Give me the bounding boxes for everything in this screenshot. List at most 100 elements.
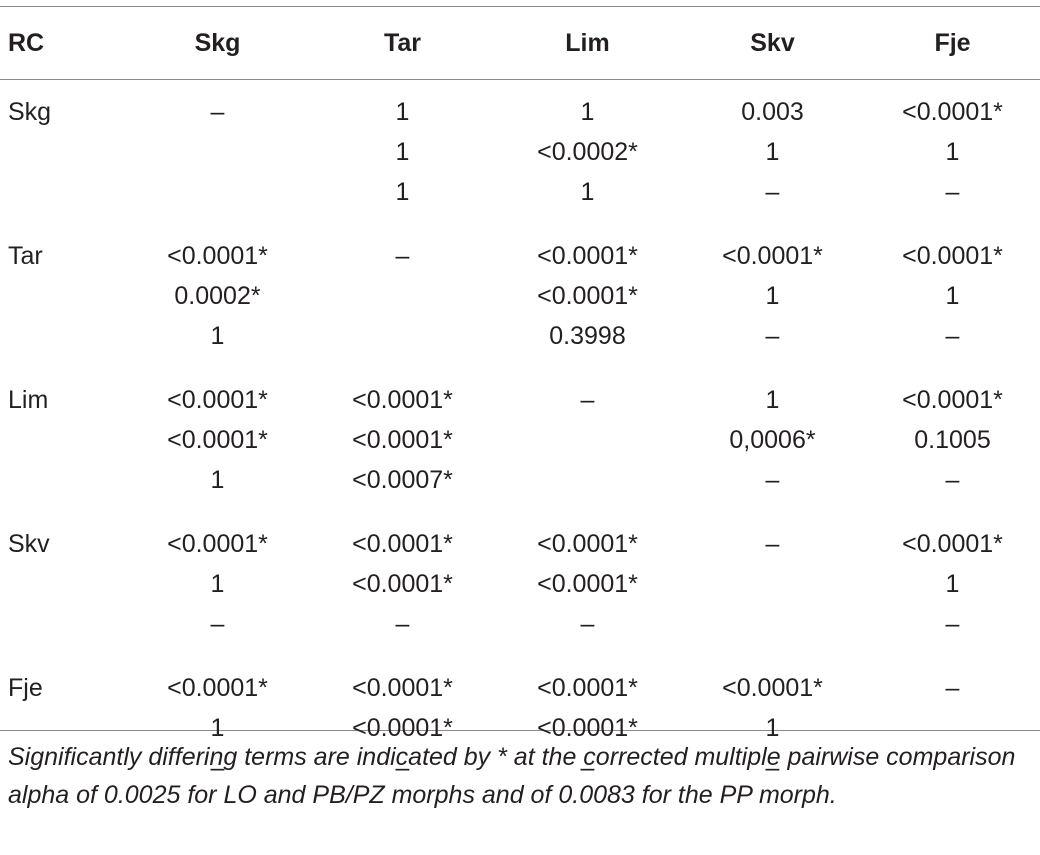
cell-value: <0.0001* [537,570,638,598]
table-cell: – [495,368,680,512]
cell-value: 1 [580,178,595,206]
cell-value: – [945,466,960,494]
cell-value [495,460,680,500]
cell-value: <0.0001* [352,570,453,598]
table-cell: <0.0001* 1 – [680,224,865,368]
row-label-text: Lim [8,386,49,414]
table-cell: <0.0001* <0.0001* – [495,512,680,656]
table-cell: <0.0001* <0.0001* – [495,656,680,800]
table-cell: – [865,656,1040,800]
cell-value [495,420,680,460]
cell-value: – [210,610,225,638]
cell-value: 1 [945,282,960,310]
table-cell: <0.0001* 1 – [680,656,865,800]
header-row: RC Skg Tar Lim Skv Fje [0,7,1040,79]
column-header-lim: Lim [565,28,610,57]
row-label: Fje [0,656,125,800]
cell-value: <0.0001* [722,242,823,270]
table-cell: <0.0001* 0.1005 – [865,368,1040,512]
cell-value: <0.0001* [167,242,268,270]
cell-value: – [580,754,595,782]
table-cell: <0.0001* <0.0001* – [310,656,495,800]
table-row: Fje <0.0001* 1– <0.0001* <0.0001* – <0.0001* <0… [0,656,1040,800]
table-cell: 1 <0.0002* 1 [495,79,680,224]
cell-value: <0.0007* [352,466,453,494]
table-row: Tar <0.0001* 0.0002* 1 – <0.0001* <0.0001* 0.39… [0,224,1040,368]
cell-value: <0.0001* [537,242,638,270]
cell-value: – [765,754,780,782]
table-cell: – [125,79,310,224]
cell-value: <0.0001* [167,386,268,414]
cell-value [680,564,865,604]
table-cell: 0.003 1 – [680,79,865,224]
cell-value: – [210,98,225,126]
table-cell: <0.0001* 1 – [865,512,1040,656]
cell-value: 1 [765,138,780,166]
cell-value [310,316,495,356]
row-label-text: Fje [8,674,43,702]
header-rule [0,79,1040,80]
cell-value: – [210,754,225,782]
table-cell: – [680,512,865,656]
cell-value: – [945,674,960,702]
cell-value: 1 [765,282,780,310]
cell-value: – [395,754,410,782]
cell-value: 1 [945,138,960,166]
cell-value: <0.0001* [352,530,453,558]
row-label-text: Tar [8,242,43,270]
row-label: Skg [0,79,125,224]
cell-value: 1 [765,386,780,414]
cell-value: <0.0001* [352,386,453,414]
cell-value: <0.0001* [537,714,638,742]
cell-value [125,132,310,172]
cell-value: 1 [580,98,595,126]
pairwise-comparison-table: RC Skg Tar Lim Skv Fje Skg –1 1 1 1 <0.0002* 1… [0,7,1040,800]
cell-value: <0.0001* [902,98,1003,126]
table-cell: 1 0,0006* – [680,368,865,512]
cell-value: 0.3998 [549,322,626,350]
cell-value: – [945,322,960,350]
cell-value: <0.0001* [537,282,638,310]
table-cell: 1 1 1 [310,79,495,224]
cell-value: <0.0001* [902,530,1003,558]
cell-value: 0.003 [741,98,804,126]
cell-value: <0.0001* [352,674,453,702]
table-cell: <0.0001* <0.0001* – [310,512,495,656]
cell-value: 1 [765,714,780,742]
cell-value: 0.0002* [174,282,261,310]
cell-value: – [765,466,780,494]
cell-value: <0.0001* [902,386,1003,414]
column-header-tar: Tar [383,28,422,57]
cell-value: 1 [210,714,225,742]
table-cell: <0.0001* 1 – [125,656,310,800]
cell-value [680,604,865,644]
table-cell: <0.0001* <0.0001* 1 [125,368,310,512]
cell-value: <0.0001* [167,426,268,454]
cell-value: – [580,386,595,414]
cell-value [310,276,495,316]
cell-value [125,172,310,212]
table-cell: <0.0001* 1 – [125,512,310,656]
column-header-rc: RC [8,28,45,57]
top-rule [0,6,1040,7]
cell-value: – [395,610,410,638]
row-label: Tar [0,224,125,368]
bottom-rule [0,730,1040,731]
cell-value: – [395,242,410,270]
table-cell: <0.0001* 1 – [865,224,1040,368]
cell-value: <0.0001* [352,714,453,742]
row-label-text: Skv [8,530,50,558]
cell-value: 1 [210,466,225,494]
cell-value: 1 [945,570,960,598]
cell-value: 1 [395,138,410,166]
cell-value: 1 [395,98,410,126]
cell-value: <0.0001* [902,242,1003,270]
row-label: Skv [0,512,125,656]
column-header-skv: Skv [750,28,795,57]
cell-value: <0.0001* [537,530,638,558]
column-header-fje: Fje [934,28,971,57]
table-row: Skv <0.0001* 1– <0.0001* <0.0001* – <0.0001* <0… [0,512,1040,656]
cell-value: 1 [210,322,225,350]
table-cell: <0.0001* 1 – [865,79,1040,224]
